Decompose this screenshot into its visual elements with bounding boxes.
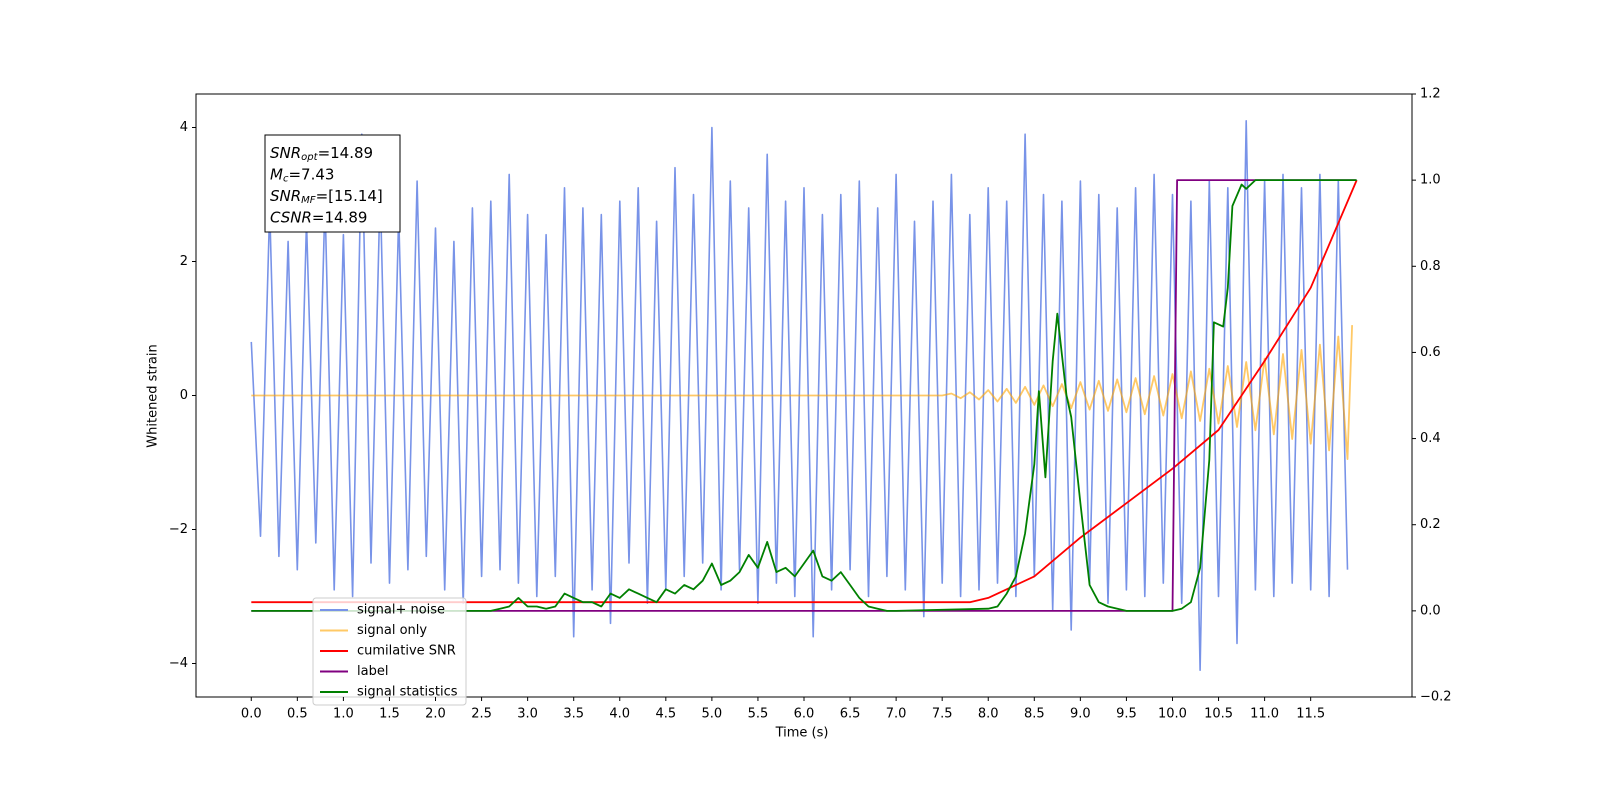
annotation-subscript: MF [301, 195, 316, 206]
legend-label: label [357, 664, 388, 679]
x-tick-label: 8.5 [1024, 707, 1045, 722]
annotation-line: CSNR=14.89 [270, 208, 367, 226]
x-tick-label: 7.0 [886, 707, 907, 722]
x-tick-label: 11.0 [1250, 707, 1279, 722]
x-tick-label: 2.0 [425, 707, 446, 722]
legend-label: cumilative SNR [357, 644, 456, 659]
annotation-value: =14.89 [312, 208, 368, 226]
x-tick-label: 5.0 [702, 707, 723, 722]
series-line [250, 120, 1349, 671]
annotation: SNRopt=14.89Mc=7.43SNRMF=[15.14]CSNR=14.… [264, 134, 401, 233]
annotation-line: SNRopt=14.89 [270, 144, 373, 164]
x-tick-label: 5.5 [748, 707, 769, 722]
y2-tick-label: 0.8 [1420, 259, 1441, 274]
annotation-box [264, 134, 401, 233]
x-tick-label: 4.0 [609, 707, 630, 722]
annotation-value: =[15.14] [316, 187, 383, 205]
x-tick-label: 9.5 [1116, 707, 1137, 722]
series-line [251, 325, 1353, 460]
annotation-line: Mc=7.43 [270, 165, 334, 185]
y-tick-label: −2 [169, 522, 188, 537]
x-tick-label: 6.5 [840, 707, 861, 722]
annotation-symbol: CSNR [270, 208, 312, 226]
x-tick-label: 10.0 [1158, 707, 1187, 722]
y-tick-label: 2 [180, 254, 188, 269]
y-tick-label: 0 [180, 388, 188, 403]
annotation-value: =7.43 [288, 165, 334, 183]
x-tick-label: 1.0 [333, 707, 354, 722]
x-tick-label: 1.5 [379, 707, 400, 722]
y2-tick-label: 1.0 [1420, 173, 1441, 188]
legend-box [312, 597, 467, 706]
x-tick-label: 0.0 [241, 707, 262, 722]
x-tick-label: 7.5 [932, 707, 953, 722]
y2-tick-label: 0.2 [1420, 517, 1441, 532]
legend-label: signal+ noise [357, 603, 445, 618]
series-line [251, 179, 1358, 604]
legend-label: signal only [357, 623, 427, 638]
x-tick-label: 2.5 [471, 707, 492, 722]
x-tick-label: 10.5 [1204, 707, 1233, 722]
y2-tick-label: 0.4 [1420, 431, 1441, 446]
x-tick-label: 9.0 [1070, 707, 1091, 722]
annotation-value: =14.89 [318, 144, 374, 162]
annotation-line: SNRMF=[15.14] [270, 187, 383, 207]
y2-tick-label: 1.2 [1420, 87, 1441, 102]
y-axis-label: Whitened strain [146, 344, 161, 447]
x-tick-label: 8.0 [978, 707, 999, 722]
x-tick-label: 3.0 [517, 707, 538, 722]
legend-label: signal statistics [357, 685, 458, 700]
annotation-symbol: SNR [270, 144, 301, 162]
x-tick-label: 4.5 [655, 707, 676, 722]
x-tick-label: 11.5 [1296, 707, 1325, 722]
y2-tick-label: −0.2 [1420, 690, 1452, 705]
plot-area [250, 120, 1358, 671]
series-line [251, 179, 1357, 612]
y2-tick-label: 0.6 [1420, 345, 1441, 360]
legend: signal+ noise signal only cumilative SNR la… [312, 597, 467, 706]
y-tick-label: 4 [180, 120, 188, 135]
annotation-subscript: opt [301, 152, 318, 163]
annotation-subscript: c [283, 174, 289, 185]
annotation-symbol: SNR [270, 187, 301, 205]
x-tick-label: 0.5 [287, 707, 308, 722]
y-tick-label: −4 [169, 656, 188, 671]
x-tick-label: 6.0 [794, 707, 815, 722]
x-tick-label: 3.5 [563, 707, 584, 722]
annotation-symbol: M [270, 165, 283, 183]
y2-tick-label: 0.0 [1420, 603, 1441, 618]
x-axis-label: Time (s) [775, 726, 829, 741]
